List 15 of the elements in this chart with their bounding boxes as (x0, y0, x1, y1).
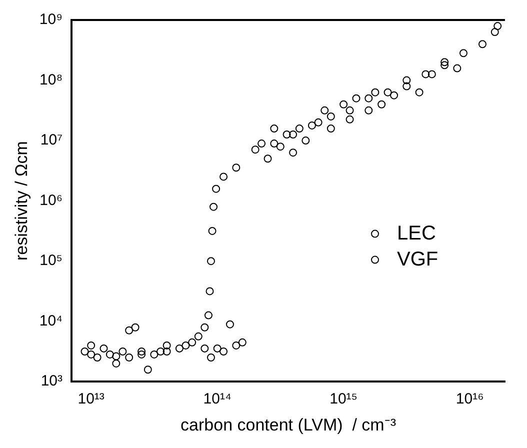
x-axis-title: carbon content (LVM) / cm⁻³ (180, 415, 396, 434)
legend-label: VGF (397, 248, 438, 270)
y-tick-label: 10⁹ (39, 11, 63, 28)
x-tick-label: 10¹⁵ (330, 390, 358, 408)
y-tick-label: 10⁸ (40, 71, 63, 88)
x-tick-label: 10¹³ (78, 390, 104, 408)
y-tick-label: 10⁴ (39, 312, 63, 330)
y-tick-label: 10⁷ (40, 132, 63, 149)
x-tick-label: 10¹⁴ (203, 390, 232, 408)
y-tick-label: 10⁶ (40, 192, 63, 209)
y-tick-label: 10⁵ (40, 252, 63, 270)
y-tick-label: 10³ (40, 372, 63, 390)
legend-label: LEC (397, 222, 436, 244)
y-axis-title: resistivity / Ωcm (12, 141, 31, 261)
x-tick-label: 10¹⁶ (456, 390, 484, 408)
